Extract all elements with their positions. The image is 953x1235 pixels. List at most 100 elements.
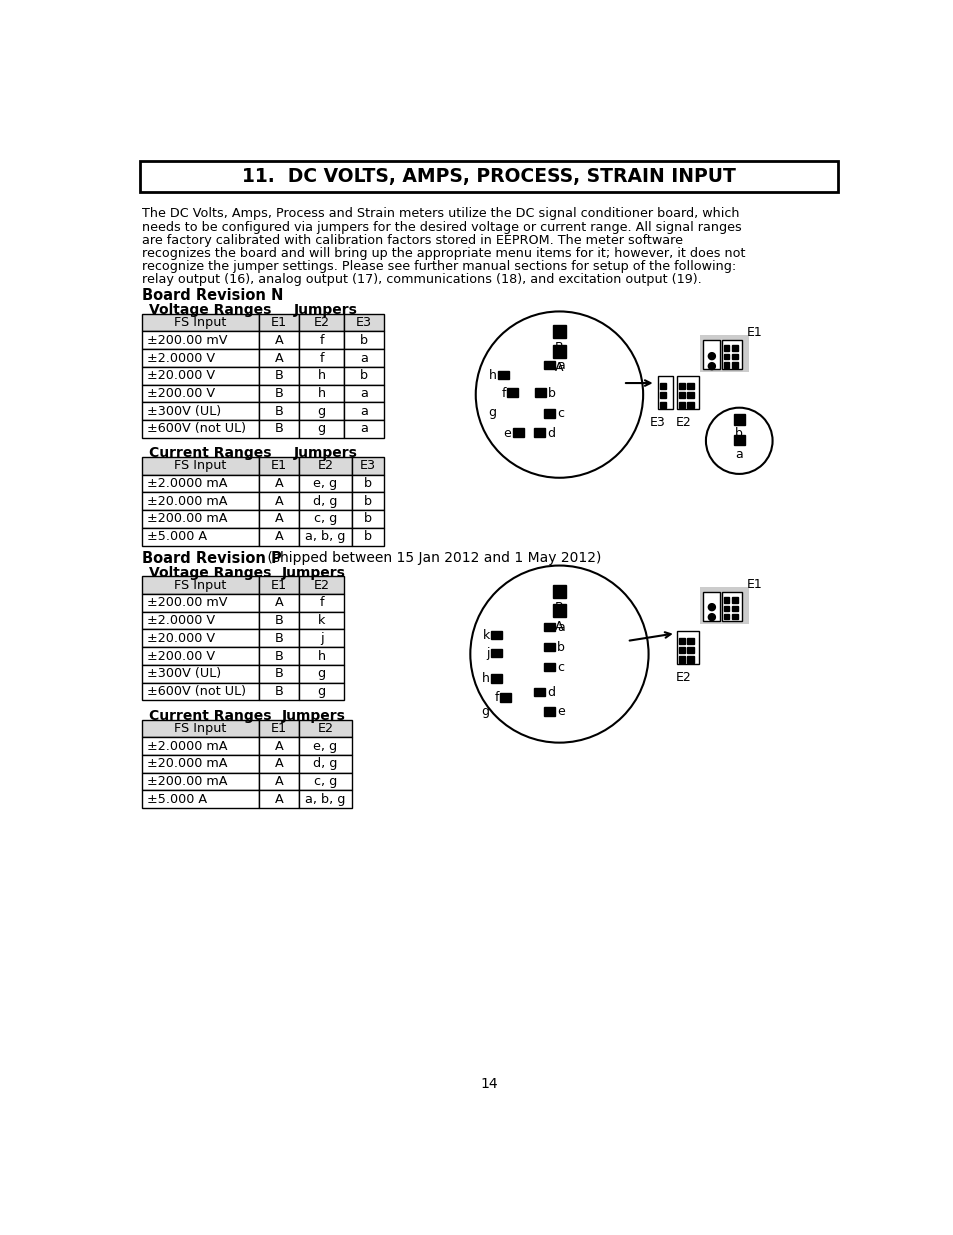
Text: A: A	[274, 333, 283, 347]
Bar	[142, 683, 258, 700]
Bar	[344, 331, 384, 350]
Bar	[298, 474, 352, 493]
Text: A: A	[555, 361, 563, 374]
Bar	[686, 401, 693, 408]
Text: ±200.00 V: ±200.00 V	[147, 387, 215, 400]
Text: ±600V (not UL): ±600V (not UL)	[147, 422, 246, 436]
Bar	[142, 647, 258, 664]
Bar	[142, 510, 258, 527]
Bar	[658, 377, 673, 409]
Bar	[679, 647, 684, 653]
Text: ±20.000 V: ±20.000 V	[147, 369, 215, 383]
Bar	[352, 493, 384, 510]
Text: k: k	[317, 614, 325, 627]
Bar	[344, 314, 384, 331]
Bar	[142, 420, 258, 437]
Text: g: g	[481, 705, 489, 719]
Bar	[298, 493, 352, 510]
Text: ±20.000 mA: ±20.000 mA	[147, 495, 228, 508]
Text: B: B	[274, 614, 283, 627]
Bar	[491, 631, 501, 640]
Text: c, g: c, g	[314, 776, 336, 788]
Text: a: a	[360, 405, 368, 417]
Bar	[732, 614, 737, 620]
Bar	[142, 314, 258, 331]
Bar	[142, 594, 258, 611]
Bar	[721, 592, 741, 621]
Bar	[258, 510, 298, 527]
Text: A: A	[274, 757, 283, 771]
Bar	[513, 429, 523, 437]
Bar	[352, 527, 384, 546]
Bar	[732, 597, 737, 603]
Text: ±2.0000 mA: ±2.0000 mA	[147, 477, 228, 490]
Text: Current Ranges: Current Ranges	[149, 709, 271, 722]
Bar	[723, 597, 728, 603]
Text: e: e	[557, 705, 564, 719]
Text: ●: ●	[706, 351, 716, 361]
Text: E2: E2	[675, 671, 691, 684]
Text: Current Ranges: Current Ranges	[149, 446, 271, 461]
Text: ±200.00 mV: ±200.00 mV	[147, 333, 228, 347]
Text: E2: E2	[314, 579, 329, 592]
Text: E2: E2	[314, 316, 329, 329]
Text: E3: E3	[649, 416, 665, 429]
Text: d: d	[546, 426, 555, 440]
Bar	[258, 420, 298, 437]
Text: h: h	[317, 369, 325, 383]
Bar	[543, 708, 555, 716]
Text: FS Input: FS Input	[174, 579, 227, 592]
Text: a: a	[735, 448, 742, 461]
Bar	[258, 384, 298, 403]
Bar	[679, 393, 684, 399]
Text: c: c	[557, 661, 563, 673]
Bar	[491, 674, 501, 683]
Text: B: B	[274, 632, 283, 645]
Text: FS Input: FS Input	[174, 722, 227, 735]
Text: FS Input: FS Input	[174, 459, 227, 472]
Text: are factory calibrated with calibration factors stored in EEPROM. The meter soft: are factory calibrated with calibration …	[142, 233, 682, 247]
Text: ±2.0000 V: ±2.0000 V	[147, 614, 215, 627]
Bar	[352, 457, 384, 474]
Text: ±300V (UL): ±300V (UL)	[147, 667, 221, 680]
Text: A: A	[274, 477, 283, 490]
Text: a: a	[557, 621, 564, 634]
Text: h: h	[317, 387, 325, 400]
Bar	[543, 409, 555, 417]
Bar	[298, 611, 344, 630]
Bar	[142, 790, 258, 808]
Text: ±200.00 mA: ±200.00 mA	[147, 776, 228, 788]
Text: ±2.0000 V: ±2.0000 V	[147, 352, 215, 364]
Bar	[142, 350, 258, 367]
Bar	[499, 693, 510, 701]
Bar	[298, 420, 344, 437]
Bar	[733, 414, 744, 425]
Bar	[723, 362, 728, 368]
Bar	[723, 353, 728, 359]
Bar	[553, 585, 566, 598]
Bar	[258, 664, 298, 683]
Bar	[298, 647, 344, 664]
Text: a: a	[360, 387, 368, 400]
Bar	[258, 611, 298, 630]
Bar	[679, 401, 684, 408]
Text: B: B	[274, 405, 283, 417]
Text: e, g: e, g	[313, 740, 337, 752]
Bar	[142, 773, 258, 790]
Bar	[142, 331, 258, 350]
Text: Jumpers: Jumpers	[294, 303, 357, 317]
Bar	[553, 604, 566, 618]
Text: A: A	[274, 793, 283, 805]
Bar	[298, 403, 344, 420]
Bar	[142, 457, 258, 474]
Text: g: g	[488, 406, 497, 419]
Text: 11.  DC VOLTS, AMPS, PROCESS, STRAIN INPUT: 11. DC VOLTS, AMPS, PROCESS, STRAIN INPU…	[242, 167, 735, 186]
Bar	[686, 656, 693, 662]
Bar	[702, 340, 720, 369]
Bar	[702, 592, 720, 621]
Text: A: A	[274, 740, 283, 752]
Text: a: a	[360, 422, 368, 436]
Bar	[142, 664, 258, 683]
Bar	[298, 527, 352, 546]
Text: E1: E1	[746, 578, 762, 592]
